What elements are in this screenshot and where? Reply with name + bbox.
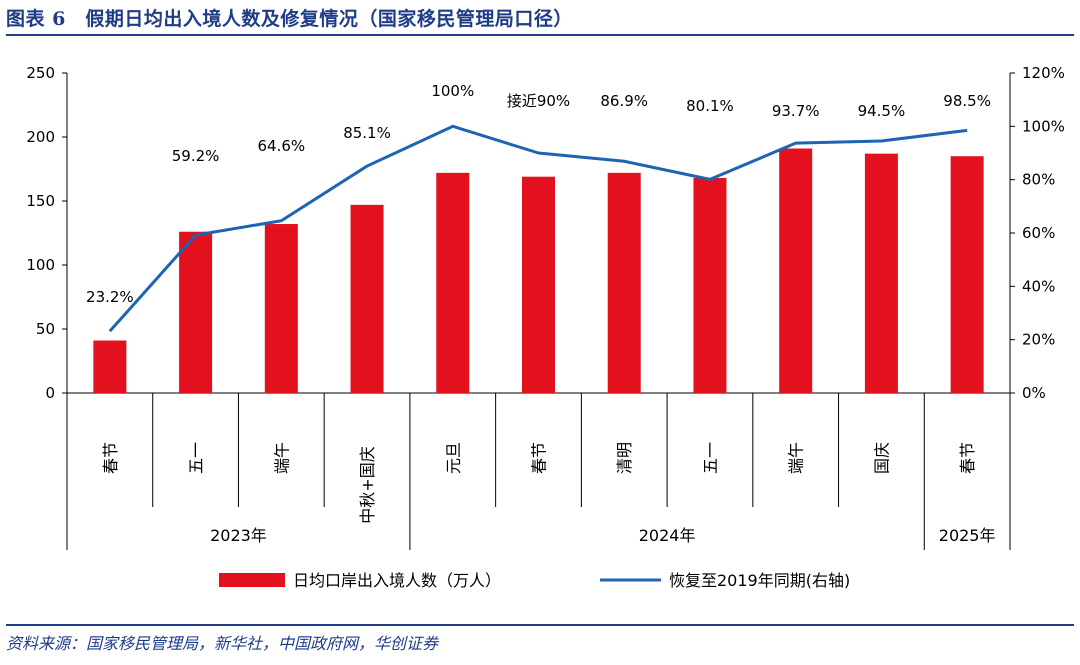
line-data-label: 100% <box>431 82 474 100</box>
bar <box>179 231 213 393</box>
right-tick-label: 0% <box>1022 384 1046 402</box>
line-data-label: 80.1% <box>686 97 734 115</box>
chart: 0 50 100 150 200 250 0% 20% 40% 60% 80% 100% 120% 23.… <box>26 64 1065 590</box>
category-label: 端午 <box>787 442 806 474</box>
footer-divider <box>6 624 1074 626</box>
category-label: 中秋+国庆 <box>358 446 377 523</box>
left-tick-label: 200 <box>26 128 55 146</box>
left-tick-label: 100 <box>26 256 55 274</box>
source-note: 资料来源：国家移民管理局，新华社，中国政府网，华创证券 <box>6 634 439 653</box>
category-label: 五一 <box>187 442 206 474</box>
year-group-label: 2025年 <box>939 526 996 545</box>
line-data-label: 94.5% <box>858 102 906 120</box>
right-tick-label: 120% <box>1022 64 1065 82</box>
year-group-label: 2024年 <box>639 526 696 545</box>
category-label: 清明 <box>615 442 634 474</box>
right-tick-label: 40% <box>1022 277 1055 295</box>
left-tick-label: 150 <box>26 192 55 210</box>
left-tick-label: 250 <box>26 64 55 82</box>
line-data-label: 59.2% <box>172 147 220 165</box>
bar <box>264 224 298 393</box>
bar <box>93 340 127 393</box>
right-tick-label: 20% <box>1022 331 1055 349</box>
line-data-label: 85.1% <box>343 124 391 142</box>
left-tick-label: 50 <box>36 320 55 338</box>
line-data-label: 接近90% <box>507 92 570 110</box>
line-data-label: 23.2% <box>86 288 134 306</box>
legend-line-label: 恢复至2019年同期(右轴) <box>669 571 850 590</box>
line-data-label: 93.7% <box>772 102 820 120</box>
bar <box>522 176 555 393</box>
title-divider <box>6 34 1074 36</box>
bar <box>350 204 384 393</box>
right-tick-label: 60% <box>1022 224 1055 242</box>
left-tick-label: 0 <box>45 384 55 402</box>
category-label: 元旦 <box>444 442 463 474</box>
right-tick-label: 80% <box>1022 171 1055 189</box>
category-label: 春节 <box>958 442 977 474</box>
year-group-label: 2023年 <box>210 526 267 545</box>
bar <box>693 177 727 393</box>
chart-title: 图表 6 假期日均出入境人数及修复情况（国家移民管理局口径） <box>6 8 573 30</box>
category-label: 春节 <box>101 442 120 474</box>
recovery-line <box>108 124 968 333</box>
category-label: 五一 <box>701 442 720 474</box>
line-data-label: 64.6% <box>257 137 305 155</box>
category-label: 国庆 <box>872 442 891 474</box>
legend-bar-label: 日均口岸出入境人数（万人） <box>293 571 501 590</box>
right-tick-label: 100% <box>1022 117 1065 135</box>
bar <box>607 172 641 393</box>
bar <box>864 153 898 393</box>
category-label: 端午 <box>272 442 291 474</box>
bar <box>436 172 470 393</box>
bar <box>779 148 813 393</box>
line-data-label: 86.9% <box>600 92 648 110</box>
bar <box>950 156 984 393</box>
category-label: 春节 <box>530 442 549 474</box>
line-data-label: 98.5% <box>943 92 991 110</box>
legend-bar-swatch <box>219 573 285 587</box>
